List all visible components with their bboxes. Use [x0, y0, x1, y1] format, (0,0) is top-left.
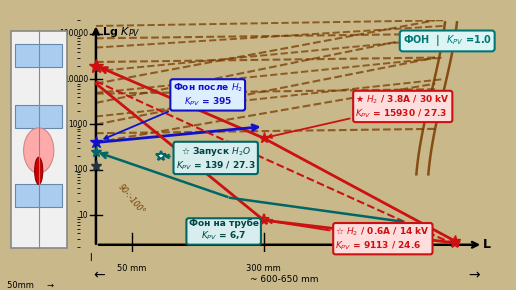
Text: Фон после $H_2$
$K_{PV}$ = 395: Фон после $H_2$ $K_{PV}$ = 395: [104, 81, 243, 139]
Bar: [10, 31, 67, 248]
Text: 300 mm: 300 mm: [246, 264, 281, 273]
Text: Lg $K_{PV}$: Lg $K_{PV}$: [102, 25, 140, 39]
Text: 50 mm: 50 mm: [117, 264, 147, 273]
Text: ←     50mm     →: ← 50mm →: [0, 281, 54, 290]
Text: ←: ←: [93, 269, 105, 283]
Circle shape: [35, 157, 43, 184]
Text: ★ $H_2$ / 3.8A / 30 kV
$K_{PV}$ = 15930 / 27.3: ★ $H_2$ / 3.8A / 30 kV $K_{PV}$ = 15930 …: [268, 93, 450, 138]
Bar: [15, 184, 62, 207]
Text: 100000: 100000: [59, 29, 88, 39]
Text: ☆ $H_2$ / 0.6A / 14 kV
$K_{PV}$ = 9113 / 24.6: ☆ $H_2$ / 0.6A / 14 kV $K_{PV}$ = 9113 /…: [268, 220, 430, 252]
Bar: [15, 44, 62, 67]
Text: ☆ Запуск $H_2O$
$K_{PV}$ = 139 / 27.3: ☆ Запуск $H_2O$ $K_{PV}$ = 139 / 27.3: [166, 144, 255, 172]
Text: l: l: [89, 253, 92, 263]
Text: L: L: [483, 238, 491, 251]
Text: Фон на трубе
$K_{PV}$ = 6,7: Фон на трубе $K_{PV}$ = 6,7: [189, 219, 259, 242]
Text: ~ 600-650 mm: ~ 600-650 mm: [250, 275, 318, 284]
Text: 90-:-100°: 90-:-100°: [116, 183, 146, 216]
Text: 10: 10: [78, 211, 88, 220]
Text: 100: 100: [73, 165, 88, 174]
Text: →: →: [468, 269, 480, 283]
Text: ФОН  |  $K_{PV}$ =1.0: ФОН | $K_{PV}$ =1.0: [402, 33, 492, 48]
Bar: [15, 105, 62, 128]
Text: 10000: 10000: [63, 75, 88, 84]
Ellipse shape: [24, 128, 54, 173]
Text: 1000: 1000: [69, 120, 88, 129]
